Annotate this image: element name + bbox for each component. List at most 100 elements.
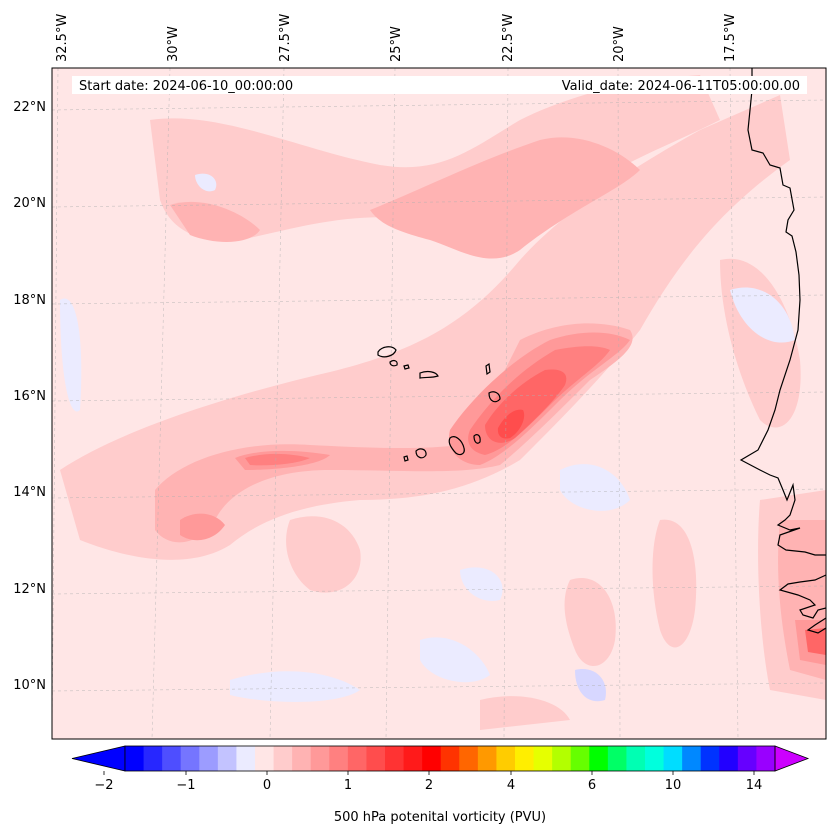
pv-patch-east bbox=[652, 519, 697, 648]
colorbar-swatch bbox=[756, 746, 776, 771]
lat-label-10n: 10°N bbox=[13, 678, 46, 693]
colorbar-swatch bbox=[292, 746, 312, 771]
lon-label-30w: 30°W bbox=[166, 26, 181, 62]
colorbar-swatch bbox=[570, 746, 590, 771]
lat-label-14n: 14°N bbox=[13, 485, 46, 500]
island-sao-vicente bbox=[389, 359, 398, 367]
pv-negative-3 bbox=[560, 464, 630, 511]
colorbar-swatch bbox=[607, 746, 627, 771]
island-santiago bbox=[448, 436, 465, 456]
lat-label-12n: 12°N bbox=[13, 582, 46, 597]
pv-patch-se bbox=[564, 578, 616, 667]
pv-core-innermost bbox=[497, 409, 525, 439]
colorbar-swatch bbox=[125, 746, 145, 771]
island-sal bbox=[485, 362, 491, 376]
colorbar-swatch bbox=[533, 746, 553, 771]
lat-label-20n: 20°N bbox=[13, 196, 46, 211]
colorbar-swatch bbox=[626, 746, 646, 771]
lon-label-20w: 20°W bbox=[612, 26, 627, 62]
pv-patch-bottom bbox=[480, 696, 570, 730]
island-fogo bbox=[415, 448, 427, 459]
colorbar-tick-label: −1 bbox=[176, 778, 195, 793]
colorbar-swatch bbox=[719, 746, 739, 771]
colorbar-swatch bbox=[347, 746, 367, 771]
colorbar-swatch bbox=[180, 746, 200, 771]
colorbar-swatch bbox=[682, 746, 702, 771]
pv-patch-south bbox=[286, 516, 361, 593]
island-maio bbox=[473, 434, 481, 444]
colorbar-swatch bbox=[422, 746, 442, 771]
colorbar-under-arrow bbox=[71, 745, 126, 772]
colorbar-swatch bbox=[217, 746, 237, 771]
pv-coast-red bbox=[805, 628, 826, 655]
colorbar-swatch bbox=[236, 746, 256, 771]
start-date-label: Start date: 2024-06-10_00:00:00 bbox=[79, 79, 293, 94]
colorbar-tick-label: 10 bbox=[665, 778, 682, 793]
pv-band-light-north bbox=[150, 75, 720, 241]
colorbar-swatch bbox=[496, 746, 516, 771]
pv-negative-1 bbox=[230, 671, 360, 702]
colorbar-tick-label: 14 bbox=[746, 778, 763, 793]
pv-west-blob bbox=[180, 513, 225, 541]
colorbar-swatch bbox=[552, 746, 572, 771]
colorbar-swatch bbox=[366, 746, 386, 771]
pv-band-mid-north bbox=[370, 137, 640, 259]
lon-label-17-5w: 17.5°W bbox=[723, 14, 738, 62]
colorbar-swatch bbox=[255, 746, 275, 771]
colorbar-swatch bbox=[737, 746, 757, 771]
colorbar-swatch bbox=[663, 746, 683, 771]
colorbar-swatch bbox=[403, 746, 423, 771]
lat-label-22n: 22°N bbox=[13, 100, 46, 115]
pv-negative-4 bbox=[730, 287, 795, 343]
pv-contour-field bbox=[52, 68, 826, 739]
colorbar: −2 −1 0 1 2 4 6 10 14 bbox=[71, 745, 810, 793]
colorbar-over-arrow bbox=[774, 745, 810, 772]
colorbar-swatch bbox=[700, 746, 720, 771]
colorbar-swatch bbox=[143, 746, 163, 771]
pv-band-darker-west bbox=[245, 453, 310, 466]
lat-label-16n: 16°N bbox=[13, 389, 46, 404]
colorbar-frame bbox=[124, 745, 776, 772]
cape-verde-islands bbox=[377, 346, 501, 462]
colorbar-swatch bbox=[589, 746, 609, 771]
colorbar-tick-label: 2 bbox=[425, 778, 433, 793]
colorbar-swatch bbox=[310, 746, 330, 771]
colorbar-swatch bbox=[515, 746, 535, 771]
pv-band-mid-northwest bbox=[170, 201, 260, 242]
pv-negative-7 bbox=[460, 567, 503, 601]
map-frame bbox=[51, 67, 827, 740]
colorbar-tick-label: 0 bbox=[263, 778, 271, 793]
colorbar-swatch bbox=[329, 746, 349, 771]
lon-label-32-5w: 32.5°W bbox=[55, 14, 70, 62]
pv-band-light bbox=[60, 95, 790, 560]
graticule bbox=[52, 68, 826, 739]
colorbar-swatch bbox=[645, 746, 665, 771]
island-santo-antao bbox=[377, 346, 397, 358]
island-boa-vista bbox=[488, 391, 501, 403]
colorbar-tick-label: −2 bbox=[94, 778, 113, 793]
island-brava bbox=[403, 455, 409, 462]
colorbar-swatch bbox=[199, 746, 219, 771]
date-banner bbox=[72, 76, 807, 94]
pv-negative-2 bbox=[420, 637, 490, 683]
island-santa-luzia bbox=[403, 364, 410, 370]
colorbar-swatch bbox=[273, 746, 293, 771]
lat-label-18n: 18°N bbox=[13, 293, 46, 308]
colorbar-tick-label: 1 bbox=[344, 778, 352, 793]
colorbar-swatch bbox=[385, 746, 405, 771]
pv-negative-5 bbox=[60, 298, 82, 412]
africa-coastline bbox=[739, 68, 826, 634]
island-sao-nicolau bbox=[419, 370, 439, 379]
valid-date-label: Valid_date: 2024-06-11T05:00:00.00 bbox=[562, 79, 800, 94]
colorbar-swatch bbox=[477, 746, 497, 771]
colorbar-title: 500 hPa potenital vorticity (PVU) bbox=[334, 810, 546, 825]
colorbar-swatch bbox=[459, 746, 479, 771]
colorbar-swatch bbox=[440, 746, 460, 771]
lon-label-22-5w: 22.5°W bbox=[501, 14, 516, 62]
colorbar-tick-label: 6 bbox=[588, 778, 596, 793]
pv-negative-8 bbox=[195, 173, 217, 192]
lon-label-27-5w: 27.5°W bbox=[278, 14, 293, 62]
pv-negative-6 bbox=[575, 669, 606, 702]
lon-label-25w: 25°W bbox=[389, 26, 404, 62]
